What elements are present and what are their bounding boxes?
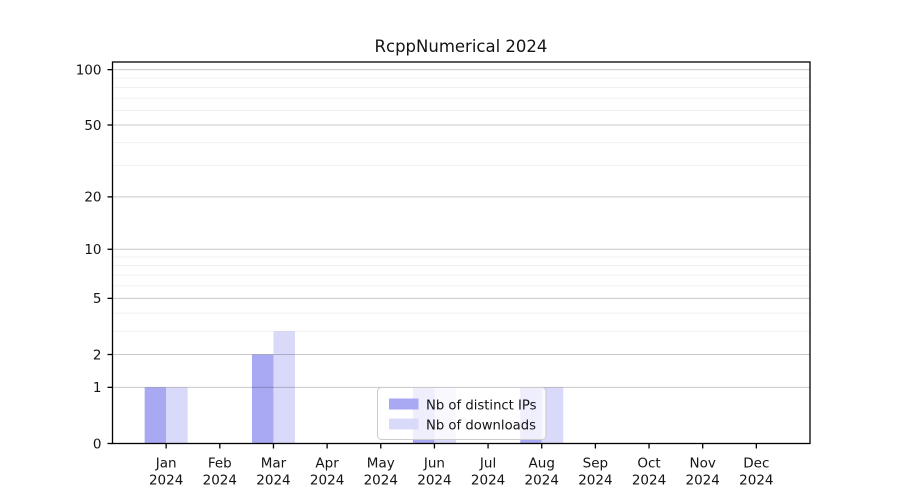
y-tick-label: 0: [93, 436, 102, 452]
legend-swatch-distinct-ips: [389, 398, 419, 410]
y-tick-label: 10: [84, 242, 101, 258]
bar-downloads: [541, 387, 564, 444]
bar-distinct-ips: [144, 387, 167, 444]
x-tick-label-year: 2024: [256, 473, 290, 489]
x-tick-label-month: Oct: [637, 456, 660, 472]
x-tick-label-month: Mar: [261, 456, 287, 472]
bar-downloads: [166, 387, 188, 444]
y-tick-label: 20: [84, 190, 101, 206]
plot-border: [111, 61, 811, 445]
legend-box: [377, 387, 547, 440]
legend: Nb of distinct IPs Nb of downloads: [377, 387, 547, 440]
x-tick-label-year: 2024: [578, 473, 612, 489]
bar-distinct-ips: [251, 354, 274, 444]
x-tick-label-month: Sep: [583, 456, 608, 472]
x-tick-label-month: Feb: [208, 456, 232, 472]
y-tick-label: 5: [93, 291, 102, 307]
x-tick-label-month: Apr: [315, 456, 339, 472]
chart-title: RcppNumerical 2024: [375, 37, 548, 56]
x-tick-label-year: 2024: [471, 473, 505, 489]
y-tick-label: 100: [76, 62, 102, 78]
x-tick-label-month: May: [367, 456, 395, 472]
x-tick-label-year: 2024: [632, 473, 666, 489]
x-tick-label-year: 2024: [364, 473, 398, 489]
x-tick-label-month: Dec: [743, 456, 769, 472]
y-tick-label: 2: [93, 347, 102, 363]
x-tick-label-year: 2024: [203, 473, 237, 489]
x-tick-label-year: 2024: [310, 473, 344, 489]
legend-swatch-downloads: [389, 418, 419, 430]
y-tick-label: 1: [93, 380, 102, 396]
legend-label-distinct-ips: Nb of distinct IPs: [426, 399, 537, 414]
x-tick-label-month: Jul: [479, 456, 496, 472]
y-tick-label: 50: [84, 118, 101, 134]
x-tick-label-year: 2024: [739, 473, 773, 489]
x-tick-label-year: 2024: [525, 473, 559, 489]
x-tick-label-year: 2024: [686, 473, 720, 489]
x-tick-label-month: Jan: [155, 456, 177, 472]
x-tick-label-year: 2024: [149, 473, 183, 489]
x-tick-label-year: 2024: [417, 473, 451, 489]
x-tick-label-month: Jun: [423, 456, 445, 472]
legend-label-downloads: Nb of downloads: [426, 419, 536, 434]
x-tick-label-month: Aug: [529, 456, 555, 472]
bar-downloads: [273, 331, 295, 444]
x-tick-label-month: Nov: [690, 456, 716, 472]
